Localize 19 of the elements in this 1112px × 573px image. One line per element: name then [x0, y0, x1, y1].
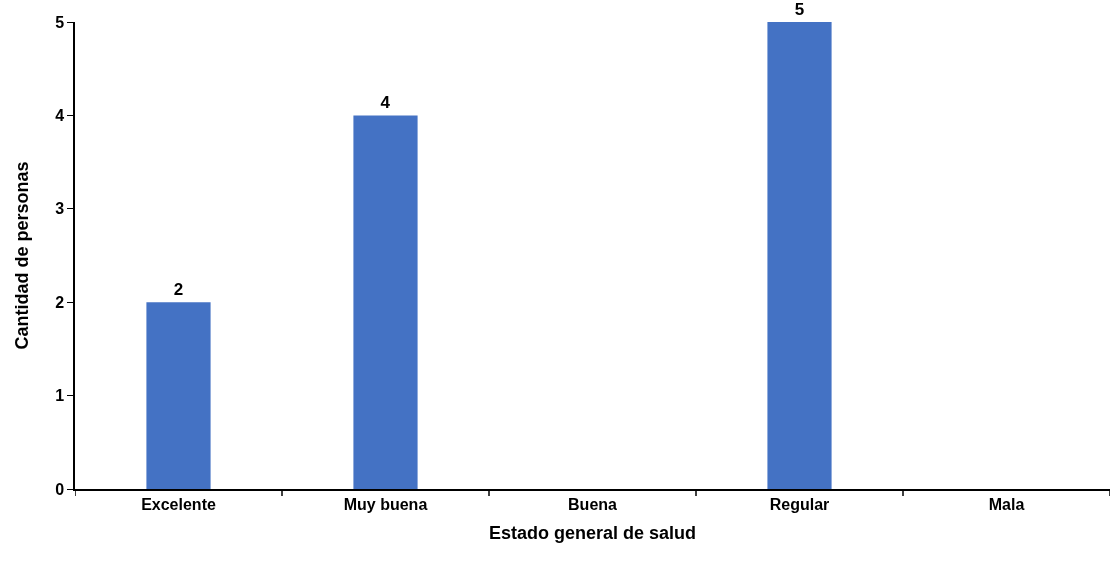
x-tick-label: Mala	[988, 495, 1025, 513]
x-tick-label: Regular	[769, 495, 830, 513]
data-label: 2	[173, 280, 184, 300]
data-label: 4	[380, 93, 391, 113]
x-tick-label: Muy buena	[343, 495, 428, 513]
y-tick-label: 3	[55, 200, 65, 218]
y-tick-label: 5	[55, 13, 65, 31]
y-tick-label: 4	[55, 107, 65, 124]
bar	[767, 22, 832, 489]
y-tick-label: 0	[55, 480, 65, 498]
y-tick-label: 2	[55, 293, 65, 311]
bar	[146, 302, 211, 489]
bar	[353, 115, 418, 489]
x-tick-label: Buena	[568, 495, 618, 513]
x-axis-title: Estado general de salud	[488, 522, 697, 543]
y-tick-label: 1	[55, 387, 65, 405]
data-label: 5	[794, 0, 805, 19]
x-tick-label: Excelente	[141, 495, 216, 513]
y-axis-title: Cantidad de personas	[11, 161, 32, 350]
